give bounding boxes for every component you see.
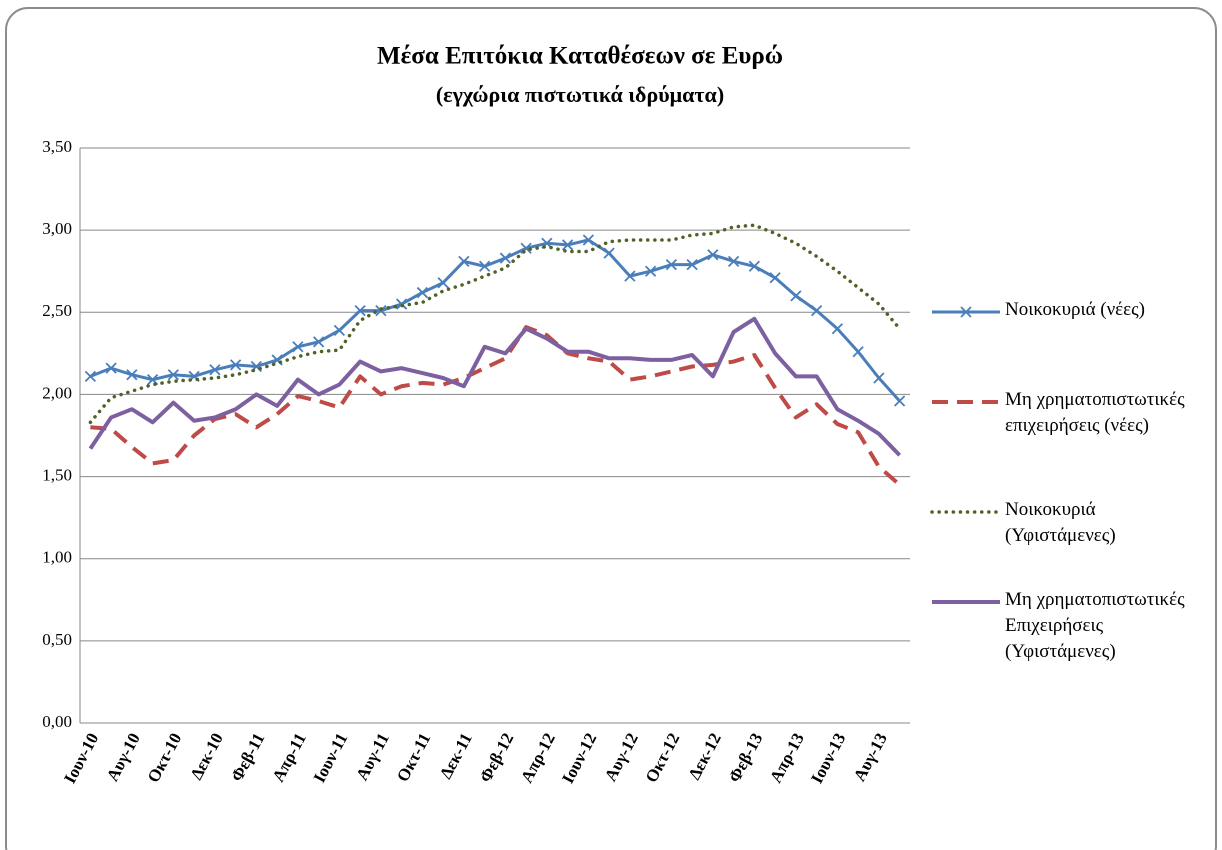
marker bbox=[873, 372, 885, 384]
marker bbox=[105, 362, 117, 374]
chart-title: Μέσα Επιτόκια Καταθέσεων σε Ευρώ bbox=[377, 43, 783, 70]
y-tick-label: 3,00 bbox=[42, 219, 72, 238]
legend-entry: Νοικοκυριά (νέες) bbox=[1005, 299, 1145, 320]
marker bbox=[852, 346, 864, 358]
chart-subtitle: (εγχώρια πιστωτικά ιδρύματα) bbox=[436, 82, 724, 107]
marker bbox=[665, 259, 678, 271]
marker bbox=[292, 341, 304, 353]
legend-marker bbox=[960, 306, 972, 318]
marker bbox=[437, 277, 449, 289]
marker bbox=[790, 290, 802, 302]
marker bbox=[727, 255, 740, 267]
marker bbox=[603, 247, 615, 259]
marker bbox=[416, 286, 429, 299]
y-tick-label: 3,50 bbox=[42, 137, 72, 156]
marker bbox=[499, 252, 512, 264]
chart-frame bbox=[5, 7, 1217, 850]
y-tick-label: 1,50 bbox=[42, 465, 72, 484]
y-tick-label: 2,00 bbox=[42, 383, 72, 402]
marker bbox=[707, 249, 719, 261]
marker bbox=[333, 324, 346, 336]
series-line bbox=[89, 238, 901, 403]
marker bbox=[312, 336, 325, 348]
marker bbox=[810, 305, 823, 317]
marker bbox=[209, 364, 221, 376]
marker bbox=[686, 259, 698, 271]
marker bbox=[478, 260, 491, 272]
y-tick-label: 1,00 bbox=[42, 548, 72, 567]
y-tick-label: 0,00 bbox=[42, 712, 72, 731]
series-line bbox=[88, 223, 902, 425]
marker bbox=[458, 255, 470, 267]
marker bbox=[354, 305, 366, 317]
marker bbox=[561, 239, 574, 251]
marker bbox=[748, 260, 761, 272]
marker bbox=[644, 265, 657, 277]
marker bbox=[831, 323, 844, 335]
marker bbox=[84, 370, 97, 382]
legend-entry: Μη χρηματοπιστωτικές επιχειρήσεις (νέες) bbox=[1005, 389, 1185, 436]
legend-entry: Μη χρηματοπιστωτικές Επιχειρήσεις (Υφιστ… bbox=[1005, 589, 1185, 662]
marker bbox=[229, 359, 242, 371]
y-tick-label: 2,50 bbox=[42, 301, 72, 320]
marker bbox=[126, 369, 138, 381]
legend-entry: Νοικοκυριά (Υφιστάμενες) bbox=[1005, 499, 1116, 546]
marker bbox=[582, 234, 595, 246]
series-line bbox=[90, 325, 901, 487]
y-tick-label: 0,50 bbox=[42, 630, 72, 649]
marker bbox=[769, 272, 781, 284]
marker bbox=[624, 270, 636, 282]
marker bbox=[167, 369, 180, 381]
series-line bbox=[88, 316, 902, 457]
marker bbox=[893, 395, 906, 407]
